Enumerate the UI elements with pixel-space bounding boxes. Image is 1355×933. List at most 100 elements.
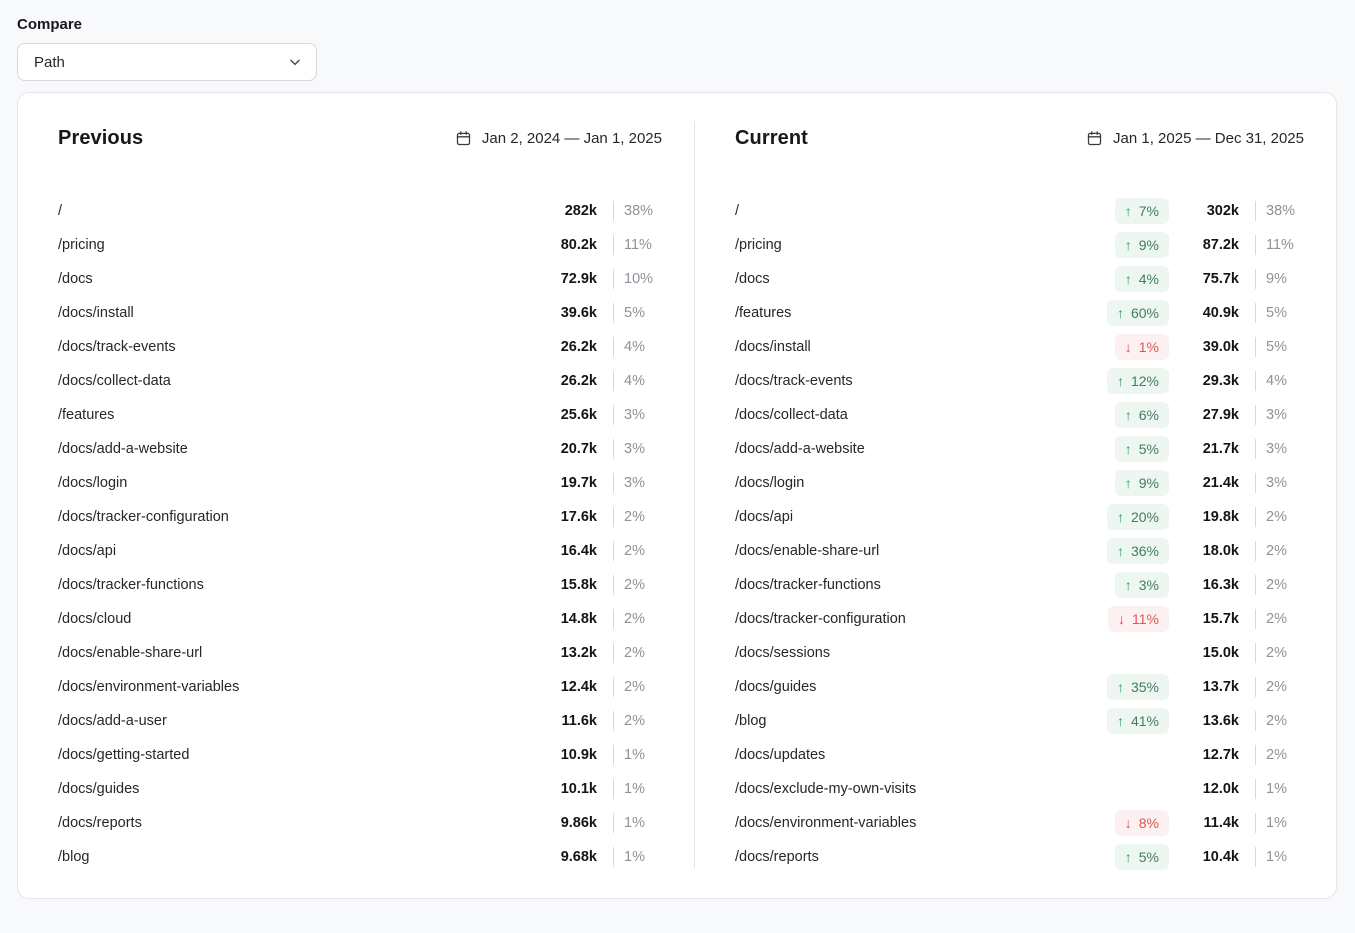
list-item[interactable]: /docs/tracker-configuration ↓ 11% 15.7k … — [735, 602, 1304, 636]
share-percent: 2% — [624, 509, 645, 525]
metric-value: 20.7k — [560, 441, 597, 457]
list-item[interactable]: /docs/updates 12.7k 2% — [735, 738, 1304, 772]
compare-select[interactable]: Path — [17, 43, 317, 81]
list-item[interactable]: /docs/guides ↑ 35% 13.7k 2% — [735, 670, 1304, 704]
panel-current: Current Jan 1, 2025 — Dec 31, 2025 / ↑ 7… — [694, 93, 1336, 898]
metric-value: 13.2k — [560, 645, 597, 661]
list-item[interactable]: /docs/login ↑ 9% 21.4k 3% — [735, 466, 1304, 500]
metric-value: 15.7k — [1202, 611, 1239, 627]
list-item[interactable]: /docs/tracker-configuration 17.6k 2% — [58, 500, 662, 534]
list-item[interactable]: /docs/add-a-website ↑ 5% 21.7k 3% — [735, 432, 1304, 466]
list-item[interactable]: /docs/api 16.4k 2% — [58, 534, 662, 568]
path-label: /docs/tracker-functions — [735, 577, 881, 593]
list-item[interactable]: /docs/environment-variables 12.4k 2% — [58, 670, 662, 704]
change-badge: ↑ 4% — [1114, 266, 1169, 292]
value-share-divider — [613, 541, 614, 561]
share-percent: 1% — [1266, 781, 1287, 797]
path-label: /pricing — [58, 237, 105, 253]
arrow-up-icon: ↑ — [1124, 849, 1132, 865]
value-share-divider — [1255, 337, 1256, 357]
date-range-picker[interactable]: Jan 2, 2024 — Jan 1, 2025 — [455, 130, 662, 147]
list-item[interactable]: / 282k 38% — [58, 194, 662, 228]
share-percent: 3% — [1266, 407, 1287, 423]
share-percent: 5% — [624, 305, 645, 321]
metric-value: 12.7k — [1202, 747, 1239, 763]
list-item[interactable]: /docs/track-events ↑ 12% 29.3k 4% — [735, 364, 1304, 398]
list-item[interactable]: /features ↑ 60% 40.9k 5% — [735, 296, 1304, 330]
share-percent: 4% — [1266, 373, 1287, 389]
change-value: 11% — [1132, 611, 1159, 627]
metric-value: 17.6k — [560, 509, 597, 525]
list-item[interactable]: /blog 9.68k 1% — [58, 840, 662, 874]
change-badge: ↑ 9% — [1114, 470, 1169, 496]
list-item[interactable]: /docs/enable-share-url 13.2k 2% — [58, 636, 662, 670]
list-item[interactable]: /docs/environment-variables ↓ 8% 11.4k 1… — [735, 806, 1304, 840]
panel-divider — [694, 121, 695, 868]
metric-value: 21.7k — [1202, 441, 1239, 457]
list-item[interactable]: /docs/add-a-user 11.6k 2% — [58, 704, 662, 738]
arrow-up-icon: ↑ — [1124, 237, 1132, 253]
list-item[interactable]: /docs ↑ 4% 75.7k 9% — [735, 262, 1304, 296]
metric-value: 80.2k — [560, 237, 597, 253]
list-item[interactable]: /docs/cloud 14.8k 2% — [58, 602, 662, 636]
value-share-divider — [1255, 439, 1256, 459]
change-value: 12% — [1130, 373, 1159, 389]
list-item[interactable]: / ↑ 7% 302k 38% — [735, 194, 1304, 228]
list-item[interactable]: /docs/collect-data ↑ 6% 27.9k 3% — [735, 398, 1304, 432]
share-percent: 2% — [1266, 747, 1287, 763]
change-value: 60% — [1130, 305, 1159, 321]
list-item[interactable]: /docs/collect-data 26.2k 4% — [58, 364, 662, 398]
path-label: /blog — [735, 713, 767, 729]
path-label: /docs/environment-variables — [735, 815, 917, 831]
list-item[interactable]: /docs/sessions 15.0k 2% — [735, 636, 1304, 670]
share-percent: 11% — [1266, 237, 1294, 253]
metric-value: 26.2k — [560, 339, 597, 355]
change-badge: ↑ 3% — [1114, 572, 1169, 598]
metric-value: 282k — [564, 203, 597, 219]
metric-value: 302k — [1206, 203, 1239, 219]
change-badge: ↑ 36% — [1106, 538, 1169, 564]
list-item[interactable]: /docs/guides 10.1k 1% — [58, 772, 662, 806]
value-share-divider — [613, 235, 614, 255]
metric-value: 39.6k — [560, 305, 597, 321]
list-item[interactable]: /docs 72.9k 10% — [58, 262, 662, 296]
arrow-up-icon: ↑ — [1124, 577, 1132, 593]
compare-label: Compare — [17, 16, 83, 33]
list-item[interactable]: /docs/api ↑ 20% 19.8k 2% — [735, 500, 1304, 534]
list-item[interactable]: /docs/track-events 26.2k 4% — [58, 330, 662, 364]
list-item[interactable]: /pricing 80.2k 11% — [58, 228, 662, 262]
list-item[interactable]: /docs/reports 9.86k 1% — [58, 806, 662, 840]
path-label: /docs/updates — [735, 747, 826, 763]
change-value: 3% — [1138, 577, 1159, 593]
value-share-divider — [1255, 643, 1256, 663]
list-item[interactable]: /docs/install 39.6k 5% — [58, 296, 662, 330]
list-item[interactable]: /docs/exclude-my-own-visits 12.0k 1% — [735, 772, 1304, 806]
list-item[interactable]: /docs/login 19.7k 3% — [58, 466, 662, 500]
change-badge: ↓ 1% — [1114, 334, 1169, 360]
share-percent: 3% — [624, 441, 645, 457]
change-value: 5% — [1138, 849, 1159, 865]
list-item[interactable]: /blog ↑ 41% 13.6k 2% — [735, 704, 1304, 738]
list-item[interactable]: /pricing ↑ 9% 87.2k 11% — [735, 228, 1304, 262]
date-range-picker[interactable]: Jan 1, 2025 — Dec 31, 2025 — [1086, 130, 1304, 147]
share-percent: 11% — [624, 237, 652, 253]
metric-value: 12.0k — [1202, 781, 1239, 797]
change-value: 5% — [1138, 441, 1159, 457]
metric-value: 29.3k — [1202, 373, 1239, 389]
path-label: /docs/cloud — [58, 611, 132, 627]
list-item[interactable]: /docs/install ↓ 1% 39.0k 5% — [735, 330, 1304, 364]
share-percent: 2% — [624, 713, 645, 729]
arrow-up-icon: ↑ — [1116, 713, 1124, 729]
metric-value: 10.1k — [560, 781, 597, 797]
list-item[interactable]: /docs/tracker-functions ↑ 3% 16.3k 2% — [735, 568, 1304, 602]
value-share-divider — [1255, 405, 1256, 425]
share-percent: 5% — [1266, 339, 1287, 355]
share-percent: 2% — [1266, 509, 1287, 525]
list-item[interactable]: /docs/getting-started 10.9k 1% — [58, 738, 662, 772]
list-item[interactable]: /docs/enable-share-url ↑ 36% 18.0k 2% — [735, 534, 1304, 568]
list-item[interactable]: /features 25.6k 3% — [58, 398, 662, 432]
list-item[interactable]: /docs/add-a-website 20.7k 3% — [58, 432, 662, 466]
value-share-divider — [613, 575, 614, 595]
list-item[interactable]: /docs/reports ↑ 5% 10.4k 1% — [735, 840, 1304, 874]
list-item[interactable]: /docs/tracker-functions 15.8k 2% — [58, 568, 662, 602]
